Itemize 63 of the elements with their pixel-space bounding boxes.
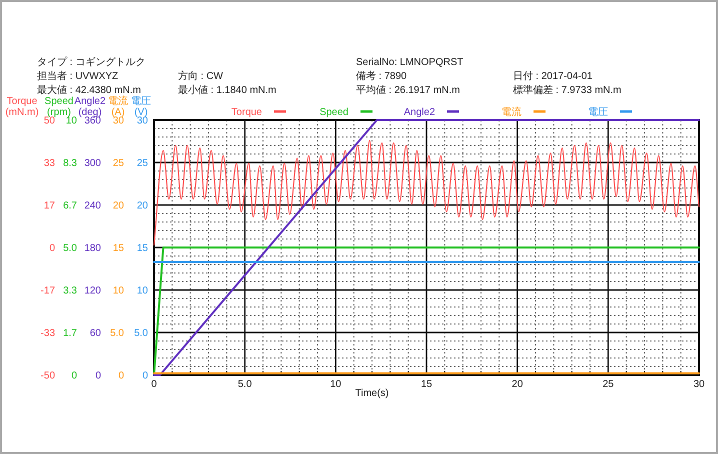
line-series: [153, 140, 700, 246]
x-tick-label: 15: [420, 379, 432, 390]
y2-tick-label: 3.3: [63, 286, 78, 297]
x-tick-label: 0: [151, 379, 158, 390]
y2-tick-label: 8.3: [63, 158, 78, 170]
y3-tick-label: 180: [84, 243, 102, 254]
legend-label: 電圧: [588, 107, 608, 118]
y-tick-label: 17: [44, 200, 56, 212]
text: SerialNo: LMNOPQRST: [356, 57, 464, 68]
y2-tick-label: 5.0: [134, 328, 148, 339]
y-tick-label: 25: [112, 158, 124, 169]
x-tick-label: 5.0: [238, 379, 252, 390]
text: 標準偏差 : 7.9733 mN.m: [513, 84, 622, 96]
y2-tick-label: 1.7: [63, 328, 78, 339]
text: 担当者 : UVWXYZ: [37, 70, 118, 82]
x-tick-label: 25: [602, 379, 614, 390]
y-axis-title: Torque (mN.m): [5, 96, 39, 118]
y3-axis-title: Angle2 (deg): [74, 96, 106, 118]
y-tick-label: -50: [40, 370, 56, 382]
y3-tick-label: 360: [84, 116, 102, 126]
legend-label: 電流: [502, 106, 522, 118]
x-axis-title: Time(s): [355, 388, 389, 399]
y2-tick-label: 6.7: [63, 200, 78, 212]
y-tick-label: -17: [40, 286, 56, 297]
y-tick-label: 0: [49, 243, 56, 254]
y3-tick-label: 0: [95, 370, 102, 382]
y2-tick-label: 20: [136, 200, 148, 212]
y2-tick-label: 30: [136, 116, 148, 126]
y-tick-label: -33: [40, 328, 56, 339]
y2-tick-label: 15: [136, 243, 148, 254]
legend-label: Torque: [231, 107, 262, 118]
y-tick-label: 33: [44, 158, 56, 170]
y2-tick-label: 25: [136, 158, 148, 169]
y2-tick-label: 0: [71, 370, 78, 382]
text: 最大値 : 42.4380 mN.m: [37, 84, 141, 96]
text: タイプ : コギングトルク: [37, 56, 146, 68]
y3-tick-label: 240: [84, 200, 102, 212]
y-axis-title: 電流 (A): [108, 95, 128, 118]
y2-tick-label: 0: [142, 370, 148, 382]
text: 方向 : CW: [178, 70, 224, 82]
x-tick-label: 10: [330, 379, 342, 390]
y3-tick-label: 120: [84, 286, 102, 296]
y-tick-label: 15: [112, 243, 124, 254]
text: 日付 : 2017-04-01: [513, 71, 593, 82]
y2-tick-label: 5.0: [63, 243, 78, 254]
x-tick-label: 30: [693, 379, 705, 390]
y-tick-label: 5.0: [110, 328, 124, 339]
text: 平均値 : 26.1917 mN.m: [356, 84, 460, 96]
y3-tick-label: 300: [84, 158, 102, 169]
y2-tick-label: 10: [66, 116, 78, 126]
text: 最小値 : 1.1840 mN.m: [178, 84, 276, 96]
y2-axis-title: Speed (rpm): [44, 96, 74, 118]
y-tick-label: 20: [112, 200, 124, 212]
y-tick-label: 10: [112, 286, 124, 296]
legend-label: Angle2: [404, 107, 436, 118]
y-tick-label: 0: [118, 370, 124, 382]
x-tick-label: 20: [512, 379, 524, 390]
y2-axis-title: 電圧 (V): [131, 96, 151, 118]
y3-tick-label: 60: [90, 328, 102, 339]
y2-tick-label: 10: [136, 286, 148, 296]
text: 備考 : 7890: [356, 70, 408, 82]
legend-label: Speed: [320, 107, 349, 118]
y-tick-label: 30: [112, 116, 124, 126]
